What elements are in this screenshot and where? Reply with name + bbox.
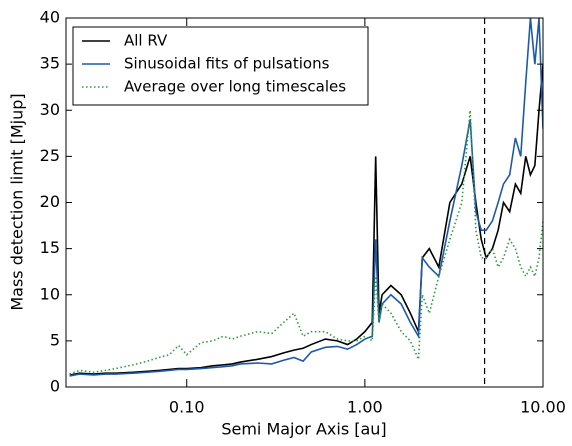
x-axis-label: Semi Major Axis [au]: [221, 420, 386, 439]
y-tick-label: 30: [40, 100, 60, 119]
legend-label: Sinusoidal fits of pulsations: [124, 55, 330, 73]
legend-label: Average over long timescales: [124, 78, 346, 96]
y-axis-label: Mass detection limit [Mjup]: [8, 93, 27, 310]
legend-label: All RV: [124, 32, 168, 50]
y-tick-label: 5: [50, 330, 60, 349]
x-tick-label: 0.10: [169, 398, 205, 417]
y-tick-label: 40: [40, 8, 60, 27]
legend-box: [72, 26, 369, 106]
y-tick-label: 35: [40, 54, 60, 73]
x-tick-label: 10.00: [520, 398, 566, 417]
data-line: [69, 18, 543, 377]
data-line: [69, 64, 543, 376]
y-tick-label: 20: [40, 192, 60, 211]
y-tick-label: 10: [40, 284, 60, 303]
y-tick-label: 25: [40, 146, 60, 165]
x-tick-label: 1.00: [347, 398, 383, 417]
y-tick-label: 0: [50, 377, 60, 396]
y-tick-label: 15: [40, 238, 60, 257]
plot-area: [69, 18, 543, 387]
legend: All RV Sinusoidal fits of pulsations Avera…: [72, 26, 369, 106]
